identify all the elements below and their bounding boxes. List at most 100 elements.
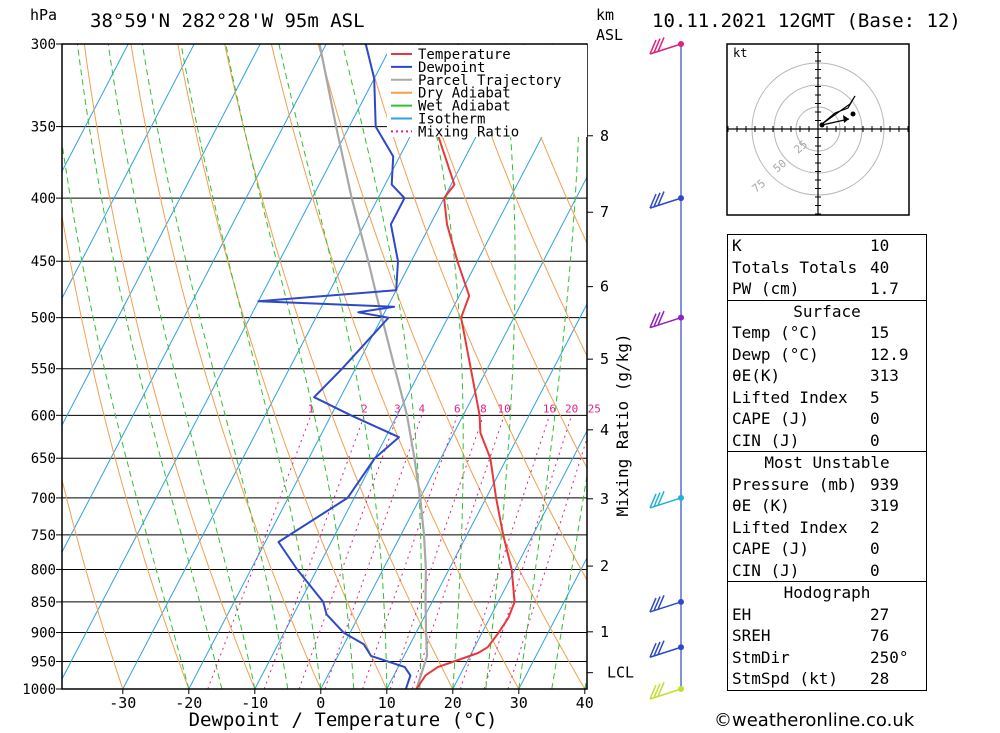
mixing-ratio-line [298,415,398,689]
temperature-tick-label: 30 [510,694,528,712]
wet-adiabat-line [342,44,422,689]
legend-entry: Temperature [418,47,511,63]
info-value: 939 [870,474,899,494]
temperature-tick-label: 40 [576,694,594,712]
info-value: 40 [870,257,890,277]
info-row: Lifted Index 2 [728,517,926,539]
info-row: EH 27 [728,604,926,626]
km-tick-label: LCL [607,664,634,682]
info-label: K [732,236,742,255]
temperature-tick-label: 0 [316,694,325,712]
mixing-ratio-label: 8 [480,402,487,415]
info-label: StmDir [732,647,790,667]
mixing-ratio-line [362,415,458,689]
wet-adiabat-line [107,44,256,689]
info-panel: K 10 Totals Totals 40 PW (cm) 1.7 Surface Tem… [727,234,927,691]
dry-adiabat-line [997,7,1000,689]
info-label: CAPE (J) [732,409,810,428]
isotherm-line [518,556,587,689]
info-row: Dewp (°C) 12.9 [728,344,926,366]
pressure-tick-label: 850 [31,595,56,611]
info-row: θE(K) 313 [728,365,926,387]
isotherm-line [320,175,587,689]
info-value: 0 [870,409,880,428]
temperature-tick-label: 20 [444,694,462,712]
wet-adiabat-line [225,44,355,689]
wet-adiabat-line [518,44,581,689]
info-label: CAPE (J) [732,539,810,558]
wet-adiabat-line [417,44,464,689]
info-label: Lifted Index [732,387,848,407]
pressure-tick-label: 350 [31,120,56,136]
mixing-ratio-line [324,415,423,689]
mixing-ratio-label: 20 [565,402,578,415]
info-row: Temp (°C) 15 [728,322,926,344]
info-value: 76 [870,626,890,645]
isotherm-line [62,44,327,554]
pressure-tick-label: 950 [31,655,56,671]
dry-adiabat-line [317,44,586,689]
dry-adiabat-line [62,213,190,689]
wet-adiabat-line [180,44,322,689]
mixing-ratio-label: 3 [394,402,401,415]
info-label: EH [732,604,752,624]
info-value: 0 [870,539,880,558]
info-row: CAPE (J) 0 [728,408,926,430]
dry-adiabat-line [62,477,124,689]
wet-adiabat-line [76,44,223,689]
info-row: K 10 [728,235,926,257]
legend-entry: Isotherm [418,112,485,128]
legend-entry: Wet Adiabat [418,99,511,115]
info-label: θE(K) [732,366,781,385]
credit-link[interactable]: ©weatheronline.co.uk [714,710,915,731]
info-value: 250° [870,647,909,667]
isotherm-line [62,44,129,173]
mixing-ratio-label: 16 [543,402,556,415]
dry-adiabat-line [177,44,388,689]
plot-frame [61,43,588,690]
info-row: Lifted Index 5 [728,387,926,409]
info-value: 319 [870,496,899,515]
mixing-ratio-label: 10 [498,402,511,415]
km-tick-label: 5 [600,350,609,368]
info-label: Dewp (°C) [732,344,819,364]
hodograph-trace [821,95,856,125]
info-label: Lifted Index [732,517,848,537]
wind-barb [649,191,682,209]
info-value: 12.9 [870,344,909,364]
info-row: SREH 76 [728,625,926,647]
info-label: CIN (J) [732,560,800,580]
wind-barb [649,595,682,613]
pressure-tick-label: 450 [31,254,56,270]
dry-adiabat-line [411,44,587,470]
wind-barb [649,310,682,329]
km-tick-label: 3 [600,490,609,508]
mixing-ratio-line [389,415,484,689]
info-value: 1.7 [870,279,899,298]
km-tick-label: 6 [600,278,609,296]
info-label: Totals Totals [732,257,858,277]
dry-adiabat-line [364,44,587,582]
pressure-tick-label: 300 [31,37,56,53]
mixing-ratio-line [207,415,312,689]
temperature-tick-label: -30 [109,694,136,712]
temperature-tick-label: -20 [175,694,202,712]
info-value: 15 [870,323,890,342]
temperature-tick-label: 10 [378,694,396,712]
mixing-ratio-line [459,415,550,689]
dry-adiabat-line [130,44,322,689]
info-value: 27 [870,604,890,624]
km-tick-label: 8 [600,127,609,145]
dewpoint-line [257,44,412,689]
most-unstable-title: Most Unstable [764,453,890,472]
location-title: 38°59'N 282°28'W 95m ASL [90,10,365,32]
isotherm-line [62,44,261,427]
hodograph-table-box: Hodograph EH 27 SREH 76 StmDir 250° StmSpd (kt… [727,582,927,691]
info-label: SREH [732,626,771,645]
mixing-ratio-label: 1 [308,402,315,415]
wet-adiabat-line [62,140,190,689]
legend-entry: Mixing Ratio [418,124,519,140]
info-label: Temp (°C) [732,323,819,342]
hpa-label: hPa [30,6,57,24]
